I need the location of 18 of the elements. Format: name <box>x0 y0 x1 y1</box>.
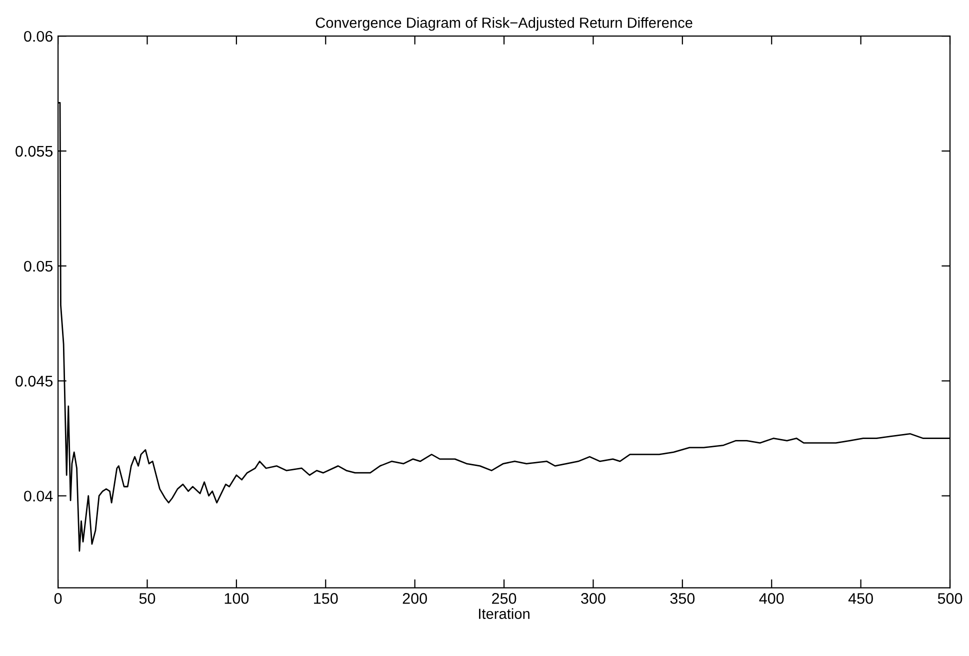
y-tick-label: 0.05 <box>24 260 53 272</box>
x-tick-label: 350 <box>670 593 695 604</box>
x-tick-label: 300 <box>581 593 606 604</box>
x-axis-title: Iteration <box>479 608 530 619</box>
x-tick-label: 100 <box>224 593 249 604</box>
y-tick-label: 0.04 <box>24 490 53 502</box>
x-tick-label: 250 <box>492 593 516 604</box>
x-tick-label: 50 <box>139 593 156 604</box>
chart-title: Convergence Diagram of Risk−Adjusted Return Difference <box>316 17 692 31</box>
x-tick-label: 0 <box>54 593 62 604</box>
x-tick-label: 500 <box>938 593 962 604</box>
x-tick-label: 400 <box>759 593 784 604</box>
x-tick-label: 150 <box>314 593 338 604</box>
x-tick-label: 450 <box>848 593 873 604</box>
x-tick-label: 200 <box>402 593 427 604</box>
y-tick-label: 0.06 <box>24 30 53 42</box>
y-tick-label: 0.055 <box>16 146 53 157</box>
y-tick-label: 0.045 <box>16 376 53 387</box>
